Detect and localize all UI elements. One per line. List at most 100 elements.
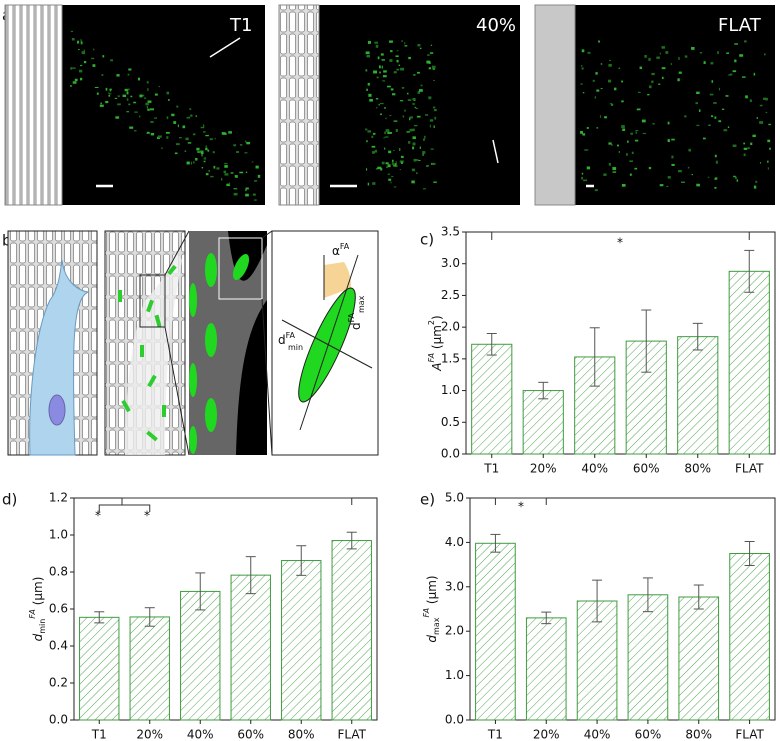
speckle [398, 64, 401, 67]
speckle [377, 56, 380, 60]
speckle [399, 160, 404, 163]
speckle [193, 161, 195, 164]
significance-star: * [518, 500, 524, 514]
speckle [245, 187, 249, 190]
speckle [428, 96, 432, 100]
speckle [621, 80, 624, 83]
speckle [369, 98, 373, 102]
symbol: d [349, 322, 363, 330]
speckle [374, 41, 379, 44]
speckle [236, 151, 240, 153]
speckle [611, 104, 614, 106]
speckle [387, 164, 391, 168]
speckle [233, 192, 238, 196]
speckle [603, 173, 607, 176]
speckle [376, 76, 379, 79]
speckle [239, 171, 244, 174]
speckle [71, 38, 75, 41]
speckle [609, 59, 611, 62]
speckle [745, 95, 748, 99]
superscript: FA [28, 609, 37, 619]
speckle [205, 173, 209, 176]
error-bar [538, 381, 549, 400]
speckle [411, 128, 415, 132]
speckle [647, 93, 650, 96]
speckle [70, 85, 72, 87]
speckle [165, 131, 170, 134]
speckle [412, 136, 416, 140]
speckle [710, 62, 714, 65]
speckle [109, 93, 112, 95]
speckle [599, 115, 601, 118]
y-tick-label: 2.0 [441, 320, 460, 334]
speckle [78, 69, 83, 73]
speckle [743, 147, 748, 150]
speckle [246, 141, 251, 145]
speckle [630, 132, 633, 135]
speckle [581, 65, 583, 67]
speckle [666, 185, 669, 188]
speckle [419, 47, 422, 50]
speckle [401, 161, 403, 164]
speckle [385, 129, 390, 133]
speckle [239, 144, 243, 146]
speckle [715, 160, 718, 164]
micrograph [4, 4, 265, 206]
speckle [166, 116, 169, 120]
speckle [208, 170, 210, 172]
speckle [71, 67, 76, 69]
speckle [254, 199, 257, 201]
speckle [378, 104, 380, 106]
speckle [147, 108, 150, 111]
y-tick-label: 0.0 [49, 713, 68, 727]
y-tick-label: 0.0 [445, 713, 464, 727]
speckle [659, 52, 661, 55]
speckle [742, 76, 746, 78]
speckle [717, 51, 719, 55]
speckle [600, 63, 603, 65]
speckle [404, 109, 406, 112]
speckle [755, 180, 758, 183]
speckle [734, 59, 737, 63]
speckle [608, 63, 612, 67]
speckle [429, 52, 434, 54]
speckle [709, 93, 714, 96]
subscript: max [357, 295, 366, 313]
speckle [389, 132, 393, 134]
speckle [224, 173, 229, 176]
speckle [659, 184, 664, 187]
speckle [380, 53, 384, 56]
speckle [376, 106, 378, 109]
error-bar [744, 249, 755, 293]
speckle [145, 102, 149, 106]
speckle [416, 172, 418, 175]
speckle [393, 149, 395, 151]
speckle [678, 169, 682, 173]
speckle [404, 45, 408, 47]
y-tick-label: 3.5 [441, 225, 460, 239]
error-bar [94, 611, 105, 624]
speckle [367, 40, 371, 44]
bar [79, 616, 120, 721]
bar [471, 343, 513, 455]
speckle [422, 153, 424, 156]
speckle [409, 128, 413, 132]
speckle [105, 87, 108, 91]
significance-bracket [121, 497, 353, 505]
speckle [150, 132, 155, 136]
speckle [188, 116, 190, 119]
y-tick-label: 2.0 [445, 624, 464, 638]
speckle [365, 168, 368, 171]
speckle [433, 125, 435, 129]
speckle [429, 119, 434, 122]
speckle [146, 81, 149, 84]
speckle [667, 139, 670, 143]
speckle [83, 49, 85, 53]
speckle [390, 50, 393, 53]
x-tick-label: FLAT [735, 462, 764, 476]
symbol: α [332, 244, 340, 258]
speckle [616, 144, 619, 147]
speckle [418, 89, 423, 92]
speckle [718, 87, 721, 91]
